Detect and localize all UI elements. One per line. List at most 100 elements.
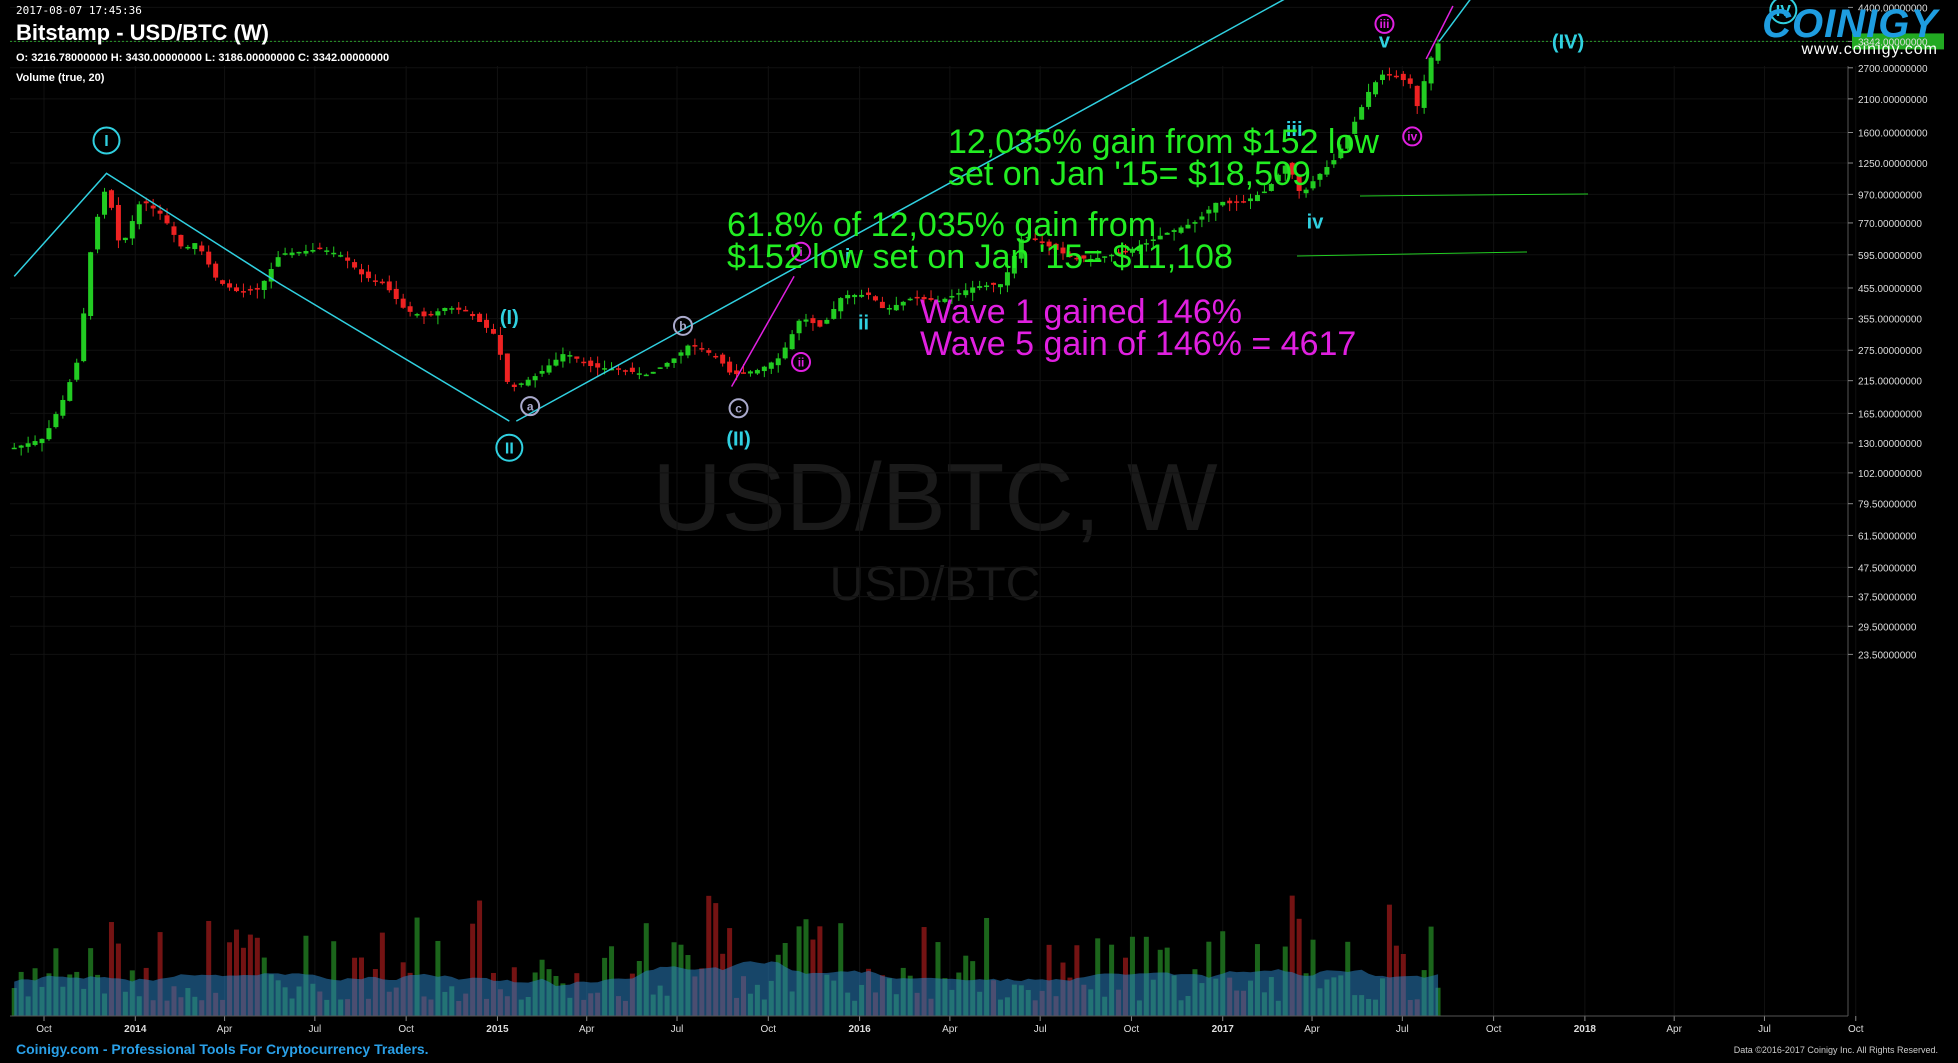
candle xyxy=(595,363,601,368)
wave-label-circle xyxy=(1374,13,1395,34)
candle xyxy=(1400,73,1406,81)
wave-label: c xyxy=(735,402,742,416)
candle xyxy=(1386,74,1392,76)
candle xyxy=(108,190,114,208)
wave-label-circle xyxy=(92,126,121,155)
candle xyxy=(734,370,740,375)
candle xyxy=(886,308,892,310)
candle xyxy=(456,307,462,310)
candle xyxy=(185,246,191,249)
candle xyxy=(817,320,823,327)
price-tick-label: 23.50000000 xyxy=(1858,650,1917,661)
target-annotation-line1: 12,035% gain from $152 low xyxy=(948,123,1379,161)
candle xyxy=(74,362,80,380)
candle xyxy=(1143,243,1149,245)
footer-tagline[interactable]: Coinigy.com - Professional Tools For Cry… xyxy=(16,1041,429,1057)
candle xyxy=(984,285,990,287)
wave-label: (I) xyxy=(500,307,519,329)
chart-title: Bitstamp - USD/BTC (W) xyxy=(16,20,269,45)
price-tick-label: 355.00000000 xyxy=(1858,315,1922,326)
candle xyxy=(664,362,670,367)
candle xyxy=(484,319,490,328)
candle xyxy=(136,204,142,225)
candle xyxy=(1199,216,1205,220)
candle xyxy=(379,281,385,284)
candle xyxy=(747,371,753,374)
candle xyxy=(893,304,899,311)
volume-bar xyxy=(331,941,337,1016)
volume-bar xyxy=(1046,944,1052,1016)
candle xyxy=(157,210,163,214)
time-tick-label: Oct xyxy=(398,1024,414,1035)
candle xyxy=(150,205,156,209)
volume-bar xyxy=(470,923,476,1016)
candle xyxy=(18,445,24,448)
volume-indicator-label[interactable]: Volume (true, 20) xyxy=(16,72,105,84)
candle xyxy=(671,358,677,363)
candle xyxy=(1150,239,1156,242)
wave-label-circle xyxy=(520,396,541,417)
candle xyxy=(1074,257,1080,260)
candle xyxy=(546,365,552,373)
candle xyxy=(803,319,809,322)
candle xyxy=(539,371,545,374)
candle xyxy=(1310,181,1316,189)
candle xyxy=(470,313,476,317)
candle xyxy=(1060,247,1066,254)
candle xyxy=(997,284,1003,288)
wave-label: ii xyxy=(798,355,805,369)
volume-bar xyxy=(643,923,649,1016)
volume-bar xyxy=(1386,904,1392,1016)
candle xyxy=(1359,107,1365,120)
candle xyxy=(859,294,865,297)
candle xyxy=(629,367,635,372)
candle xyxy=(1088,258,1094,261)
volume-bar xyxy=(414,917,420,1016)
time-tick-label: Oct xyxy=(1486,1024,1502,1035)
time-tick-label: 2018 xyxy=(1574,1024,1597,1035)
candle xyxy=(845,294,851,299)
volume-bar xyxy=(1220,931,1226,1016)
candle xyxy=(247,289,253,291)
watermark-small: USD/BTC xyxy=(830,558,1041,611)
candle xyxy=(775,358,781,366)
time-tick-label: Apr xyxy=(1304,1024,1320,1035)
candle xyxy=(1379,74,1385,81)
candle xyxy=(1102,256,1108,258)
candle xyxy=(60,399,66,416)
time-tick-label: Oct xyxy=(1848,1024,1864,1035)
candle xyxy=(1366,91,1372,107)
candle xyxy=(1122,250,1128,253)
candle xyxy=(1268,184,1274,191)
volume-bar xyxy=(921,927,927,1016)
candle xyxy=(741,372,747,374)
time-tick-label: Jul xyxy=(671,1024,684,1035)
candle xyxy=(282,253,288,255)
volume-bar xyxy=(206,920,212,1016)
candle xyxy=(428,313,434,316)
price-tick-label: 275.00000000 xyxy=(1858,346,1922,357)
candle xyxy=(1393,75,1399,78)
candle xyxy=(213,263,219,278)
candle xyxy=(1046,241,1052,247)
candle xyxy=(1081,255,1087,259)
price-tick-label: 2100.00000000 xyxy=(1858,95,1928,106)
candle xyxy=(206,251,212,265)
candle xyxy=(303,251,309,254)
coinigy-logo[interactable]: COINIGY www.coinigy.com xyxy=(1762,2,1938,59)
candle xyxy=(650,371,656,374)
time-tick-label: Apr xyxy=(579,1024,595,1035)
candle xyxy=(970,287,976,293)
candle xyxy=(761,366,767,372)
time-tick-label: 2014 xyxy=(124,1024,147,1035)
candle xyxy=(352,262,358,268)
candle xyxy=(852,294,858,298)
ohlc-readout: O: 3216.78000000 H: 3430.00000000 L: 318… xyxy=(16,52,390,64)
candle xyxy=(560,354,566,362)
volume-moving-average xyxy=(14,961,1439,1016)
candle xyxy=(1317,173,1323,180)
candle xyxy=(1171,230,1177,232)
candle xyxy=(317,247,323,250)
candle xyxy=(949,295,955,298)
